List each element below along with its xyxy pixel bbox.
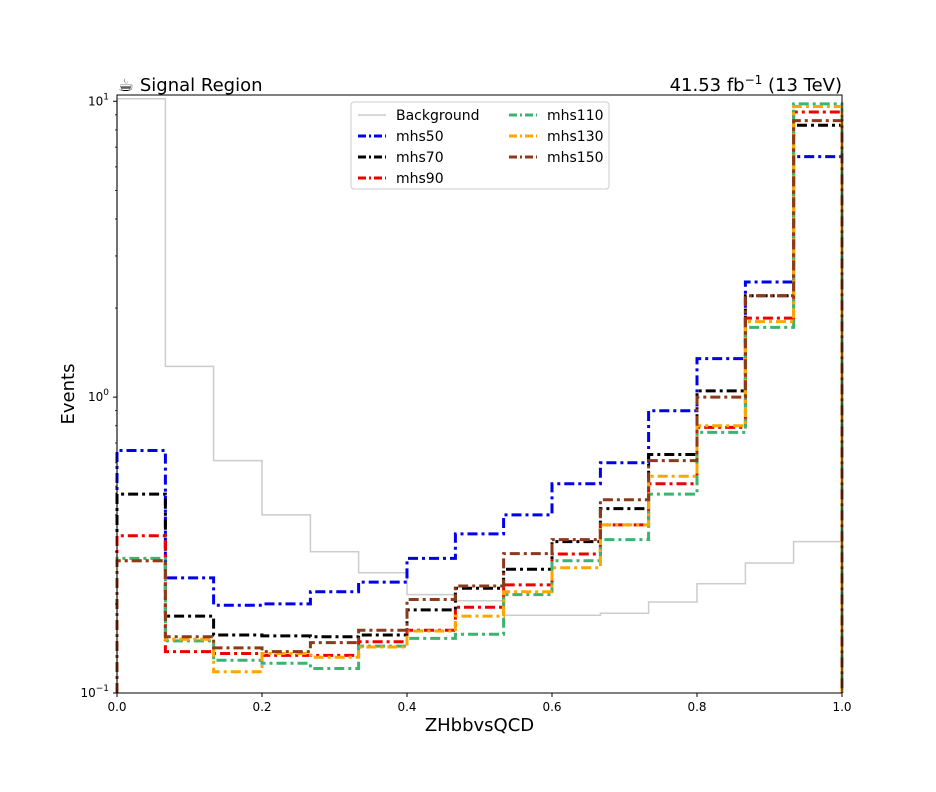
y-axis-ticks: 10−1 100 101: [80, 92, 117, 700]
energy-label: (13 TeV): [762, 75, 842, 96]
y-tick-label: 101: [88, 92, 109, 108]
legend-label-mhs130: mhs130: [547, 129, 604, 145]
x-axis-ticks: 0.0 0.2 0.4 0.6 0.8 1.0: [107, 693, 852, 714]
series-line-mhs50: [115, 155, 844, 693]
series-layer: [115, 97, 844, 693]
luminosity-label: 41.53 fb−1 (13 TeV): [670, 73, 842, 96]
legend-label-background: Background: [396, 108, 480, 124]
legend-label-mhs70: mhs70: [396, 150, 444, 166]
legend-box: [350, 101, 610, 190]
chart-title: ☕ Signal Region: [118, 75, 263, 96]
series-line-mhs110: [115, 102, 844, 693]
x-tick-label: 1.0: [832, 700, 851, 714]
luminosity-exponent: −1: [745, 73, 763, 87]
y-axis-label: Events: [58, 364, 79, 425]
luminosity-value: 41.53 fb: [670, 75, 745, 96]
series-line-mhs70: [115, 123, 844, 693]
plot-background: [117, 95, 842, 693]
plot-frame: [116, 94, 843, 694]
x-axis-label: ZHbbvsQCD: [425, 715, 534, 736]
y-tick-label: 100: [88, 388, 109, 404]
series-line-mhs130: [115, 105, 844, 693]
legend-label-mhs110: mhs110: [547, 108, 604, 124]
x-tick-label: 0.8: [687, 700, 706, 714]
legend-label-mhs150: mhs150: [547, 150, 604, 166]
y-tick-label: 10−1: [80, 684, 109, 700]
legend: Background mhs50 mhs70 mhs90 mhs110 mhs130 mhs…: [350, 101, 610, 190]
x-tick-label: 0.2: [252, 700, 271, 714]
legend-label-mhs90: mhs90: [396, 171, 444, 187]
series-line-mhs150: [115, 119, 844, 693]
x-tick-label: 0.4: [397, 700, 416, 714]
x-tick-label: 0.0: [107, 700, 126, 714]
legend-label-mhs50: mhs50: [396, 129, 444, 145]
x-tick-label: 0.6: [542, 700, 561, 714]
